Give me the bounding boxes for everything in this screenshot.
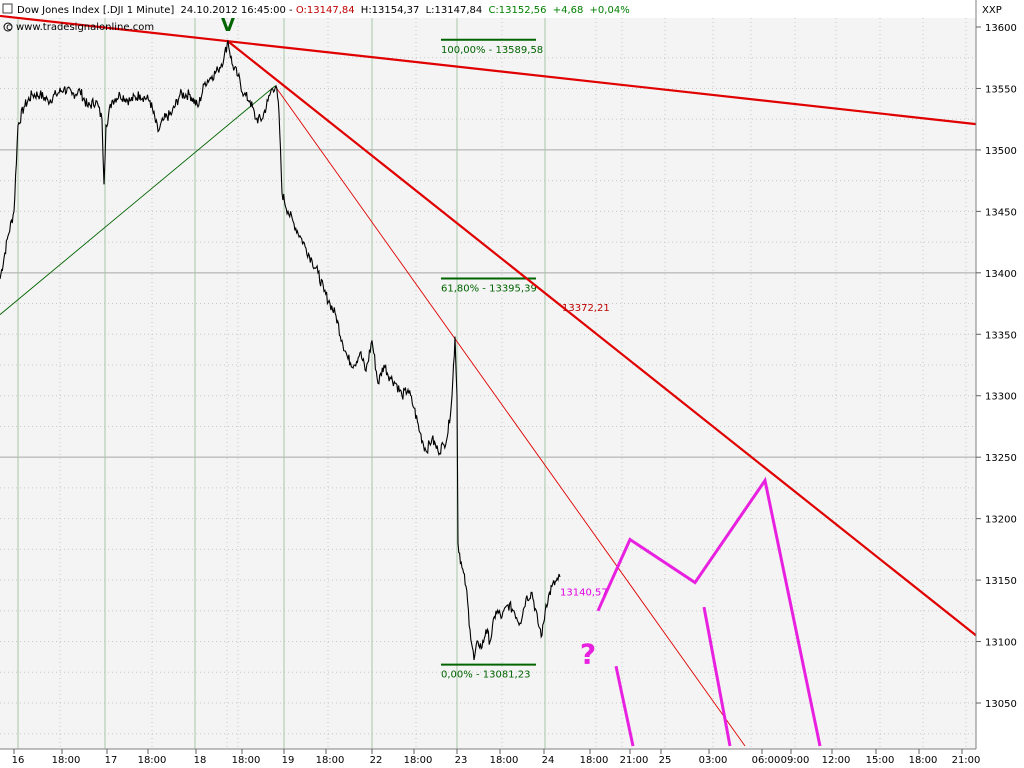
x-tick-label: 18:00 (232, 755, 261, 766)
svg-text:c: c (6, 22, 12, 33)
projection-path[interactable] (614, 665, 635, 747)
svg-text:Dow Jones Index [.DJI 1 Minut: Dow Jones Index [.DJI 1 Minute] 24.10.20… (17, 5, 630, 16)
x-tick-label: 25 (659, 755, 672, 766)
x-tick-label: 18:00 (909, 755, 938, 766)
x-tick-label: 15:00 (866, 755, 895, 766)
trendline-long-resistance[interactable] (0, 14, 977, 126)
x-tick-label: 18 (194, 755, 207, 766)
grid (0, 18, 976, 749)
x-tick-label: 17 (105, 755, 118, 766)
x-tick-label: 09:00 (781, 755, 810, 766)
x-tick-label: 21:00 (952, 755, 981, 766)
x-tick-labels: 16 18:00 17 18:00 18 18:00 19 18:00 22 18:00 23 18:… (12, 749, 981, 766)
annotations: 13372,21 13140,57? V (221, 15, 610, 671)
y-tick-label: 13300 (985, 392, 1017, 403)
x-tick-label: 06:00 (752, 755, 781, 766)
price-line (0, 40, 561, 661)
price-series (0, 40, 561, 661)
y-tick-label: 13600 (985, 23, 1017, 34)
y-tick-label: 13450 (985, 207, 1017, 218)
header-close: C:13152,56 (488, 5, 546, 16)
header-datetime: 24.10.2012 16:45:00 (180, 5, 285, 16)
price-label-13372: 13372,21 (562, 303, 610, 314)
header-title: Dow Jones Index [.DJI 1 Minute] (17, 5, 174, 16)
projection-path[interactable] (702, 606, 732, 747)
fib-level-label: 100,00% - 13589,58 (441, 45, 543, 56)
y-tick-label: 13350 (985, 330, 1017, 341)
y-tick-label: 13150 (985, 576, 1017, 587)
x-tick-label: 24 (542, 755, 555, 766)
x-tick-label: 16 (12, 755, 25, 766)
y-tick-label: 13200 (985, 515, 1017, 526)
x-tick-label: 22 (370, 755, 383, 766)
y-tick-label: 13400 (985, 269, 1017, 280)
y-tick-labels: 13600 13550 13500 13450 13400 13350 13300 13250… (976, 23, 1017, 710)
y-tick-label: 13100 (985, 638, 1017, 649)
fibonacci-retracement[interactable]: 100,00% - 13589,58 61,80% - 13395,39 0,00%… (441, 38, 543, 681)
peak-marker: V (221, 15, 235, 36)
y-tick-label: 13250 (985, 453, 1017, 464)
plot-area (0, 18, 976, 749)
x-tick-label: 03:00 (699, 755, 728, 766)
x-tick-label: 18:00 (52, 755, 81, 766)
question-mark: ? (580, 638, 596, 671)
x-tick-label: 18:00 (138, 755, 167, 766)
axes (0, 0, 977, 750)
fib-level-label: 0,00% - 13081,23 (441, 670, 530, 681)
trendlines[interactable] (0, 14, 977, 747)
y-tick-label: 13050 (985, 699, 1017, 710)
projection-paths[interactable] (596, 476, 822, 747)
x-tick-label: 18:00 (490, 755, 519, 766)
header-open: O:13147,84 (296, 5, 355, 16)
header-change: +4,68 (553, 5, 584, 16)
x-tick-label: 21:00 (620, 755, 649, 766)
chart-header: Dow Jones Index [.DJI 1 Minute] 24.10.20… (2, 3, 1002, 33)
symbol-label: XXP (982, 5, 1002, 16)
copyright-icon (3, 22, 13, 32)
fib-level-label: 61,80% - 13395,39 (441, 283, 537, 294)
y-tick-label: 13550 (985, 84, 1017, 95)
header-low: L:13147,84 (426, 5, 483, 16)
trendline-thin-resistance[interactable] (274, 85, 746, 747)
y-tick-label: 13500 (985, 146, 1017, 157)
trendline-steep-resistance[interactable] (226, 39, 977, 637)
x-tick-label: 23 (455, 755, 468, 766)
header-high: H:13154,37 (361, 5, 420, 16)
window-icon[interactable] (2, 3, 13, 14)
trendline-support-fan[interactable] (0, 85, 276, 315)
x-tick-label: 18:00 (580, 755, 609, 766)
x-tick-label: 18:00 (316, 755, 345, 766)
header-change-pct: +0,04% (590, 5, 630, 16)
x-tick-label: 12:00 (822, 755, 851, 766)
x-tick-label: 18:00 (404, 755, 433, 766)
price-label-13140: 13140,57 (560, 588, 608, 599)
x-tick-label: 19 (282, 755, 295, 766)
projection-path[interactable] (596, 476, 822, 747)
website-label: www.tradesignalonline.com (16, 22, 154, 33)
